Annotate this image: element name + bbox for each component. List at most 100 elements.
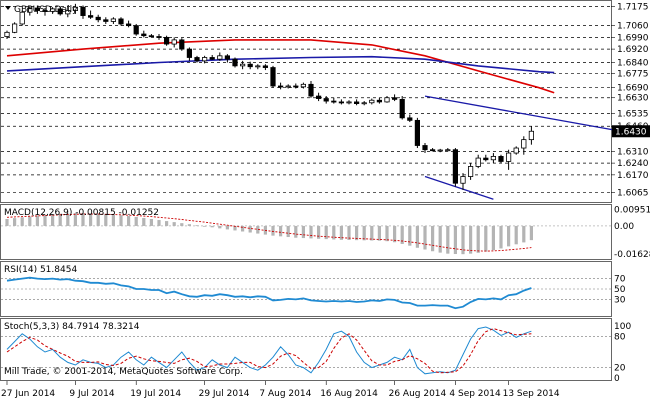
candle-4 (34, 5, 41, 14)
macd-bar-59 (453, 225, 457, 255)
candle-body (467, 166, 474, 177)
candle-48 (369, 98, 375, 105)
price-pane-title: GBPUSD,Daily (14, 5, 78, 15)
macd-bar-53 (408, 225, 412, 246)
macd-bar-21 (165, 221, 169, 226)
candle-body (308, 83, 314, 97)
candle-1 (11, 22, 18, 34)
copyright-text: Mill Trade, © 2001-2014, MetaQuotes Soft… (4, 367, 243, 377)
candle-47 (361, 101, 367, 106)
macd-bar-47 (362, 225, 366, 241)
candle-57 (437, 148, 443, 153)
candle-body (247, 63, 253, 68)
candle-49 (376, 97, 383, 104)
candle-body (323, 98, 329, 102)
stoch-pane-title: Stoch(5,3,3) 84.7914 78.3214 (4, 322, 140, 332)
candle-23 (179, 38, 185, 51)
macd-bar-0 (5, 219, 9, 226)
candle-body (429, 149, 436, 152)
candle-body (186, 48, 192, 58)
macd-bar-8 (66, 213, 70, 226)
candle-18 (141, 30, 147, 38)
macd-bar-51 (393, 225, 397, 243)
price-tick-label: 1.6240 (617, 159, 649, 169)
macd-bar-63 (484, 225, 488, 252)
current-price-tag: 1.6430 (612, 125, 650, 138)
stoch-tick-label: 80 (614, 332, 626, 342)
candle-24 (186, 47, 192, 61)
candle-body (407, 117, 413, 121)
candle-body (437, 149, 443, 152)
candle-body (521, 139, 527, 149)
candle-36 (277, 82, 284, 90)
macd-bar-45 (347, 225, 351, 240)
candle-body (11, 23, 18, 33)
macd-bar-5 (43, 214, 47, 226)
candle-body (148, 35, 154, 38)
price-tick-label: 1.6535 (617, 110, 649, 120)
candle-62 (475, 154, 481, 169)
candle-body (369, 99, 375, 104)
macd-bar-30 (233, 225, 237, 231)
candle-body (315, 95, 322, 99)
macd-bar-52 (400, 225, 404, 244)
candle-body (353, 101, 360, 104)
candle-body (384, 97, 390, 103)
candle-26 (201, 55, 208, 64)
candle-66 (505, 149, 512, 170)
price-tick-label: 1.6630 (617, 94, 649, 104)
candle-60 (460, 173, 466, 190)
stoch-tick-label: 20 (614, 364, 626, 374)
macd-bar-28 (218, 225, 222, 229)
candle-54 (414, 117, 421, 149)
candle-body (171, 39, 177, 45)
macd-bar-66 (507, 225, 511, 247)
candle-25 (194, 55, 200, 63)
candle-33 (255, 64, 261, 70)
macd-bar-62 (476, 225, 480, 253)
symbol-menu-arrow[interactable] (5, 6, 11, 10)
candle-body (126, 23, 132, 27)
date-tick-label: 29 Jul 2014 (199, 389, 250, 399)
current-price-label: 1.6430 (615, 127, 647, 137)
candle-body (300, 83, 307, 88)
channel-line-0 (424, 95, 631, 134)
candle-body (179, 39, 185, 50)
candle-14 (110, 17, 116, 24)
macd-bar-32 (248, 225, 252, 233)
macd-bar-3 (28, 216, 32, 226)
macd-bar-48 (370, 225, 374, 241)
macd-tick-label: -0.01628 (614, 250, 650, 260)
candle-body (270, 67, 276, 87)
rsi-tick-label: 50 (614, 285, 626, 295)
candle-19 (148, 34, 154, 38)
candle-40 (308, 80, 314, 98)
macd-bar-41 (317, 225, 321, 239)
current-price-box (612, 125, 650, 138)
candle-body (490, 156, 497, 161)
candle-body (505, 152, 512, 162)
channel-lines (424, 95, 631, 200)
candle-body (95, 16, 101, 21)
macd-bar-65 (499, 225, 503, 249)
candle-21 (163, 35, 170, 46)
candle-51 (391, 94, 398, 102)
candle-50 (384, 96, 390, 103)
candle-61 (467, 163, 474, 180)
macd-bar-44 (339, 225, 343, 240)
price-pane-border (0, 0, 612, 203)
rsi-pane-title: RSI(14) 51.8454 (4, 265, 77, 275)
candle-68 (521, 136, 527, 155)
macd-signal-line (6, 213, 532, 252)
candle-12 (95, 14, 101, 23)
macd-bar-17 (134, 216, 138, 226)
candle-body (4, 31, 10, 37)
candle-13 (103, 17, 109, 24)
candle-34 (262, 64, 269, 71)
candle-55 (422, 142, 428, 154)
candle-42 (323, 96, 329, 104)
macd-bar-20 (157, 220, 161, 226)
macd-bar-33 (256, 225, 260, 234)
macd-bar-55 (423, 225, 427, 250)
